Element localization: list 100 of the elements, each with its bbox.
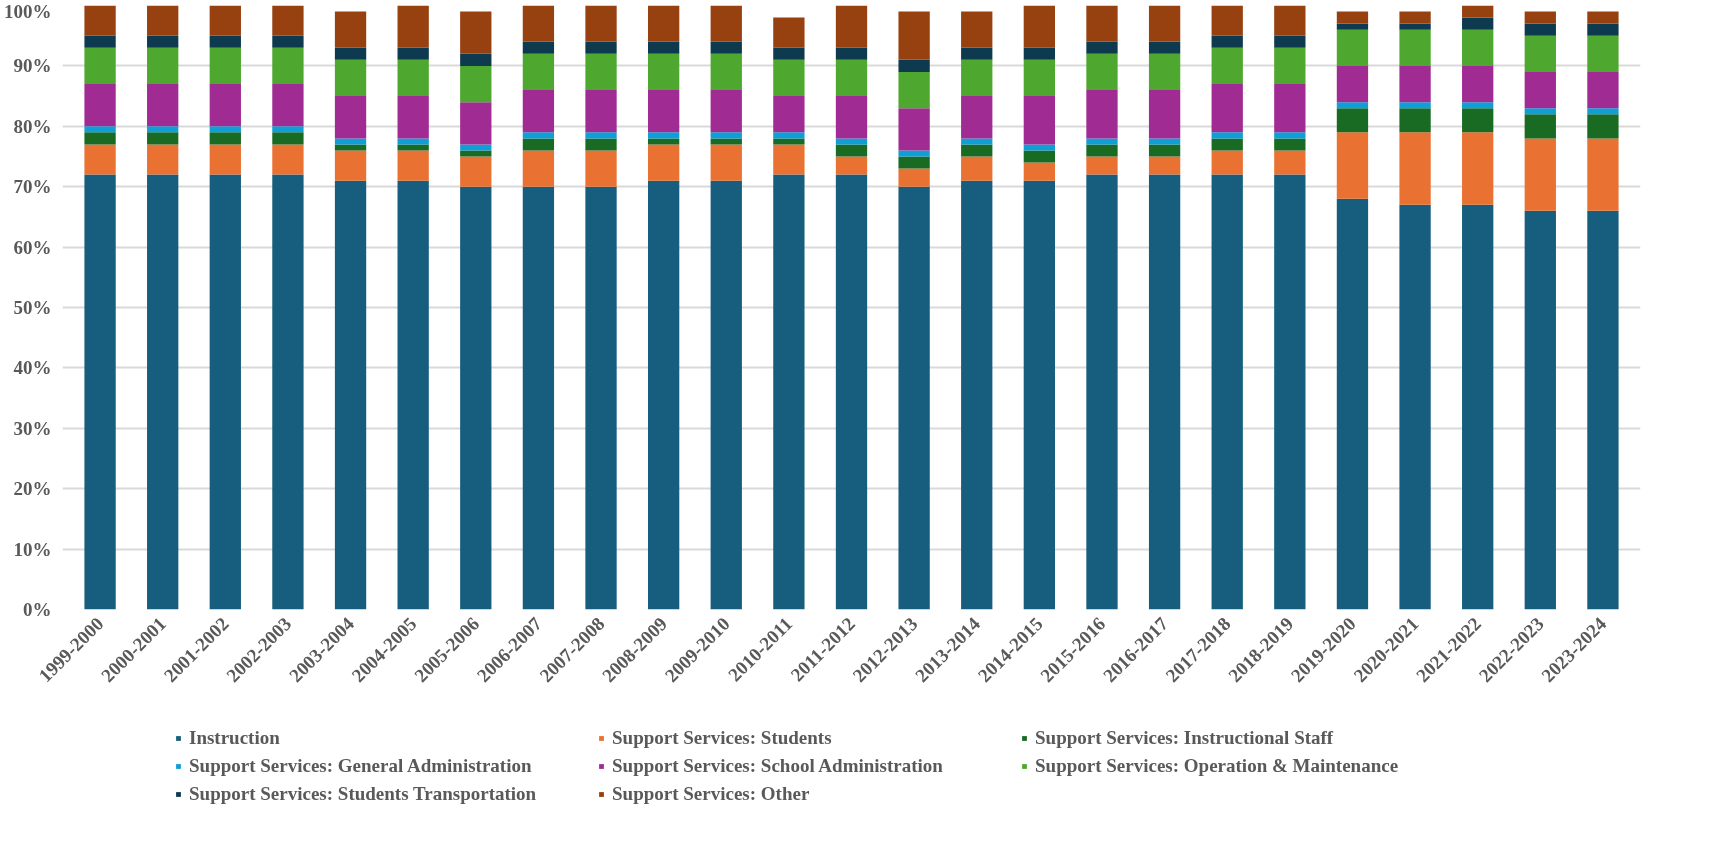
bar [84,84,116,127]
bar [460,186,492,610]
bar [1336,11,1369,24]
bar [1211,5,1243,36]
bar [835,5,868,48]
y-tick-label: 70% [13,176,52,198]
bar [84,144,116,175]
bar [460,150,492,157]
bar [334,11,367,48]
bar [147,132,179,145]
bar [1399,11,1431,24]
bar [1587,114,1619,139]
bar [1462,102,1494,109]
bar [1399,29,1431,66]
bar [1399,65,1431,103]
bar [1274,5,1306,36]
bar [1023,162,1056,181]
bar [397,96,429,139]
bar [585,53,617,91]
bar [710,144,742,181]
bar [522,5,555,42]
bar [961,180,993,610]
bar [898,186,930,610]
legend-label: Support Services: School Administration [612,755,944,777]
legend-label: Support Services: Other [612,783,811,805]
bar [835,59,868,97]
bar [1462,204,1494,610]
bar [1399,102,1431,109]
bar [334,96,367,139]
bar [522,90,555,133]
bar [1462,108,1494,133]
bar [1023,59,1056,97]
bar [522,150,555,187]
bar [961,11,993,48]
bar [710,41,742,54]
bar [334,150,367,181]
bar [585,132,617,139]
bar [1148,41,1181,54]
bar [334,47,367,60]
bar [334,59,367,97]
bar [1148,144,1181,157]
bar [1211,150,1243,175]
bar [1023,180,1056,610]
bar [209,144,241,175]
bar [147,35,179,48]
bar [1023,47,1056,60]
bar [1462,65,1494,103]
bar [647,41,680,54]
bar [522,53,555,91]
y-tick-label: 30% [13,417,52,439]
bar [647,138,680,145]
bar [773,17,805,48]
bar [1399,132,1431,205]
bar [84,174,116,610]
legend-label: Support Services: Instructional Staff [1035,727,1335,749]
bar [147,144,179,175]
bar [397,59,429,97]
bar [1023,5,1056,48]
bar [1211,132,1243,139]
bar [522,186,555,610]
bar [1211,47,1243,85]
bar [84,126,116,133]
bar [710,5,742,42]
bar [460,11,492,54]
bar [1587,35,1619,72]
bar [710,53,742,91]
bar [209,132,241,145]
bar [585,5,617,42]
bar [1399,108,1431,133]
bar [1086,90,1118,139]
bar [397,180,429,610]
bar [835,156,868,175]
bar [209,47,241,85]
bar [1023,144,1056,151]
bar [1023,96,1056,145]
bar [397,47,429,60]
bar [710,138,742,145]
bar [898,108,930,151]
bar [147,5,179,36]
y-tick-label: 90% [13,55,52,77]
bar [272,126,304,133]
bar [1086,174,1118,610]
bar [1274,138,1306,151]
bar [647,180,680,610]
bar [835,138,868,145]
bar [460,156,492,187]
bar [1587,23,1619,36]
y-tick-label: 80% [13,115,52,137]
bar [209,174,241,610]
bar [773,96,805,133]
y-tick-label: 0% [23,599,52,620]
bar [585,150,617,187]
bar [1148,138,1181,145]
bar [1148,5,1181,42]
bar [1336,23,1369,30]
bar [1086,5,1118,42]
bar [585,90,617,133]
bar [1023,150,1056,163]
bar [1086,138,1118,145]
bar [647,5,680,42]
